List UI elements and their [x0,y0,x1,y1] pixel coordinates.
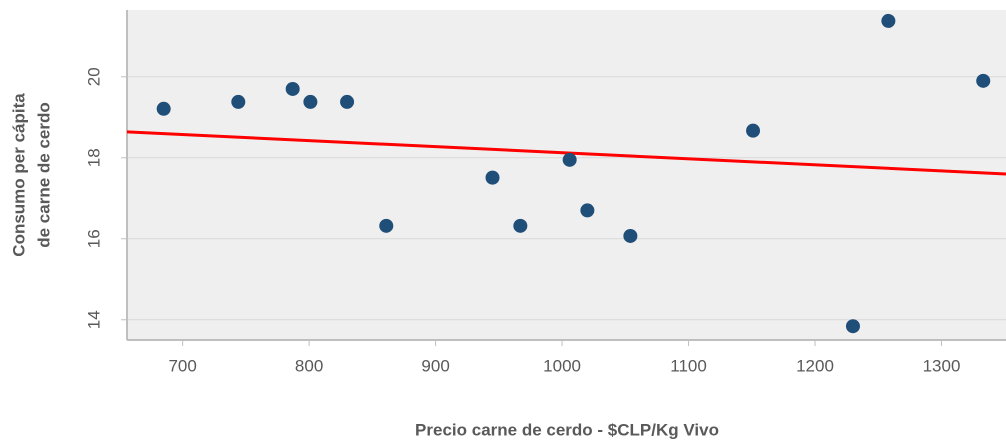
point [485,170,500,185]
point [231,94,246,109]
y-tick-label: 16 [84,229,103,248]
point [580,203,595,218]
point [303,94,318,109]
point [976,73,991,88]
x-tick-label: 800 [295,356,323,375]
point [340,94,355,109]
x-axis-title: Precio carne de cerdo - $CLP/Kg Vivo [415,420,719,439]
point [285,81,300,96]
x-tick-label: 900 [421,356,449,375]
x-tick-label: 1300 [923,356,961,375]
point [562,152,577,167]
y-axis-title: de carne de cerdo [34,102,53,248]
y-axis-title: Consumo per cápita [9,93,28,257]
trend-line [126,130,1006,176]
point [746,123,761,138]
point [845,319,860,334]
point [881,13,896,28]
point [156,101,171,116]
point [623,228,638,243]
point [379,218,394,233]
plot-area [127,10,1006,340]
y-tick-label: 20 [84,67,103,86]
x-tick-label: 1200 [796,356,834,375]
x-tick-label: 700 [168,356,196,375]
x-tick-label: 1000 [543,356,581,375]
y-tick-label: 14 [84,310,103,329]
y-tick-label: 18 [84,148,103,167]
x-tick-label: 1100 [670,356,707,375]
point [513,218,528,233]
